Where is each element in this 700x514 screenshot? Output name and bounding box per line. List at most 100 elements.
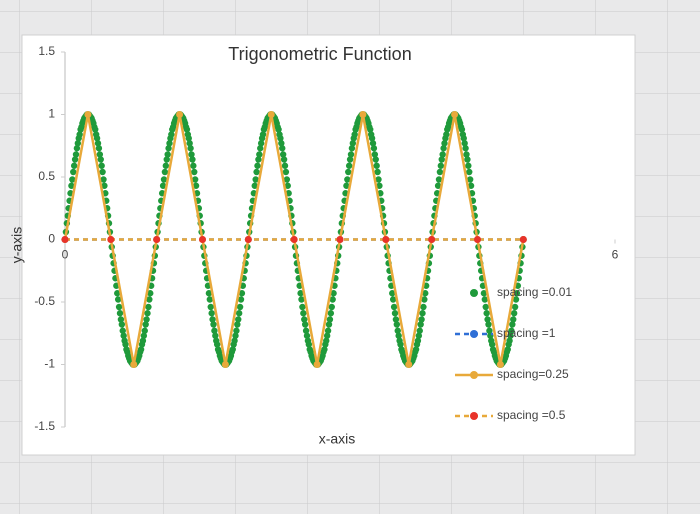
data-point [183,126,191,133]
data-point [367,126,374,133]
data-point [437,162,445,169]
data-point [438,156,445,163]
data-point [221,361,229,368]
data-point [277,135,284,142]
data-point [486,327,493,334]
data-point [506,337,513,344]
data-point [344,176,351,183]
data-point [323,332,331,339]
data-point [415,332,423,339]
data-point [72,151,80,158]
data-point [290,236,298,243]
data-point [275,126,282,133]
data-point [189,156,196,163]
y-tick-label: 0 [48,232,55,246]
data-point [94,140,102,147]
data-point [251,182,258,189]
data-point [460,135,467,142]
data-point [114,290,121,297]
data-point [382,236,390,243]
data-point [461,140,468,147]
data-point [325,321,333,328]
y-tick-label: 0.5 [38,169,55,183]
data-point [298,296,305,303]
data-point [192,182,200,189]
data-point [313,361,321,368]
data-point [98,162,105,169]
data-point [68,182,75,189]
data-point [368,135,376,142]
legend-marker [470,289,478,297]
y-tick-label: -0.5 [34,294,55,308]
chart-area [21,34,636,456]
data-point [280,156,288,163]
data-point [163,156,170,163]
data-point [485,321,492,328]
data-point [186,140,193,147]
data-point [210,321,217,328]
legend-label: spacing=0.25 [497,367,569,381]
data-point [436,168,444,176]
data-point [329,296,336,303]
data-point [417,321,424,328]
data-point [185,135,192,142]
data-point [376,182,383,189]
data-point [282,168,290,176]
data-point [300,310,307,317]
data-point [297,290,304,297]
data-point [511,303,519,311]
data-point [191,176,199,183]
data-point [394,327,401,334]
data-point [95,145,103,152]
data-point [229,346,236,353]
data-point [458,126,466,133]
data-point [92,126,99,133]
data-point [206,296,214,303]
data-point [326,316,334,323]
data-point [467,182,475,189]
data-point [439,151,446,158]
data-point [176,111,184,118]
data-point [235,310,243,317]
data-point [345,162,353,169]
x-axis-label: x-axis [319,431,356,447]
data-point [464,156,471,163]
data-point [231,337,238,344]
data-point [390,303,398,311]
data-point [71,156,79,163]
data-point [346,156,354,163]
data-point [209,316,216,323]
data-point [188,151,195,158]
data-point [375,176,382,183]
data-point [69,176,76,183]
data-point [119,327,126,334]
data-point [451,111,459,118]
data-point [392,316,400,323]
data-point [255,156,262,163]
data-point [252,176,259,183]
data-point [70,162,78,169]
data-point [238,290,246,297]
data-point [139,337,147,344]
legend-label: spacing =0.5 [497,408,566,422]
y-tick-label: -1.5 [34,419,55,433]
data-point [330,290,337,297]
data-point [164,151,171,158]
data-point [419,310,426,317]
data-point [302,327,310,334]
data-point [281,162,289,169]
data-point [205,290,213,297]
data-point [389,296,397,303]
data-point [213,341,221,348]
data-point [507,332,514,339]
data-point [283,176,291,183]
data-point [373,162,380,169]
data-point [147,290,154,297]
data-point [369,140,377,147]
y-axis-label: y-axis [9,227,25,264]
data-point [372,156,379,163]
data-point [235,316,242,323]
data-point [465,162,472,169]
data-point [301,316,308,323]
